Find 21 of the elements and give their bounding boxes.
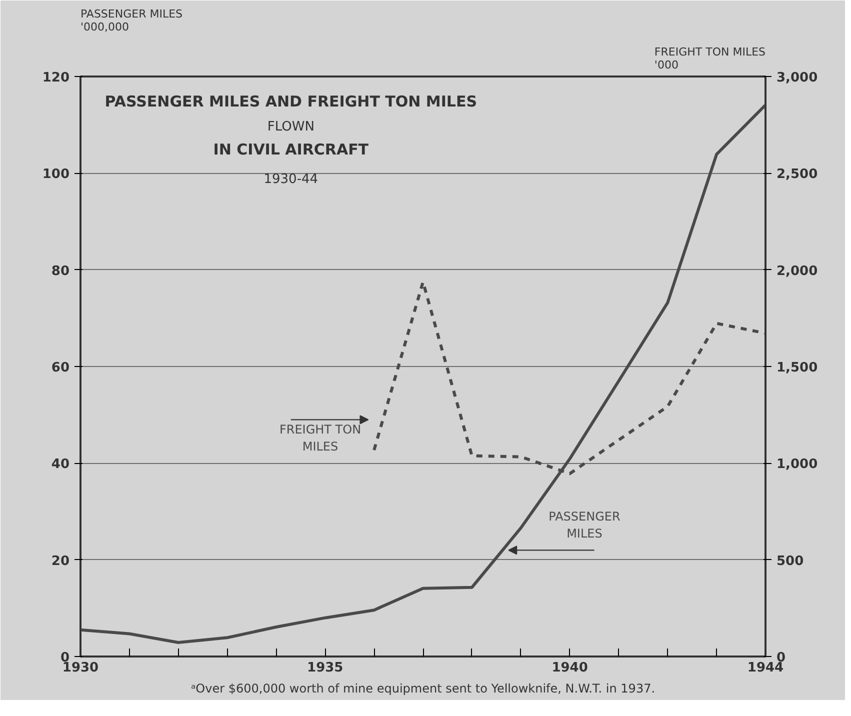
y2-axis-title: FREIGHT TON MILES '000 [654,46,766,72]
y2-tick-label: 1,500 [776,360,818,376]
y2-tick-label: 1,000 [776,457,818,472]
y2-tick-label: 2,500 [776,167,818,182]
y-axis-title: PASSENGER MILES '000,000 [80,8,183,34]
y-tick-label: 80 [51,264,70,279]
y-tick-label: 100 [42,167,70,182]
text: ᵃOver $600,000 worth of mine equipment sent to Yellowknife, N.W.T. in 1937. [190,682,656,696]
x-tick-label: 1935 [307,660,344,676]
x-tick-label: 1940 [552,660,588,676]
text: PASSENGER MILES AND FREIGHT TON MILES FLOWN IN CIVIL AIRCRAFT [104,92,478,159]
y-tick-label: 120 [42,70,70,86]
y-tick-label: 20 [51,554,70,569]
y-tick-label: 60 [51,360,70,376]
y2-tick-label: 500 [776,554,804,569]
y-tick-label: 40 [51,457,70,472]
series-label: PASSENGER MILES [548,510,620,540]
y2-tick-label: 2,000 [776,264,818,279]
series-label: FREIGHT TON MILES [279,422,362,454]
text: 1930-44 [264,172,318,187]
y2-tick-label: 3,000 [776,70,818,86]
